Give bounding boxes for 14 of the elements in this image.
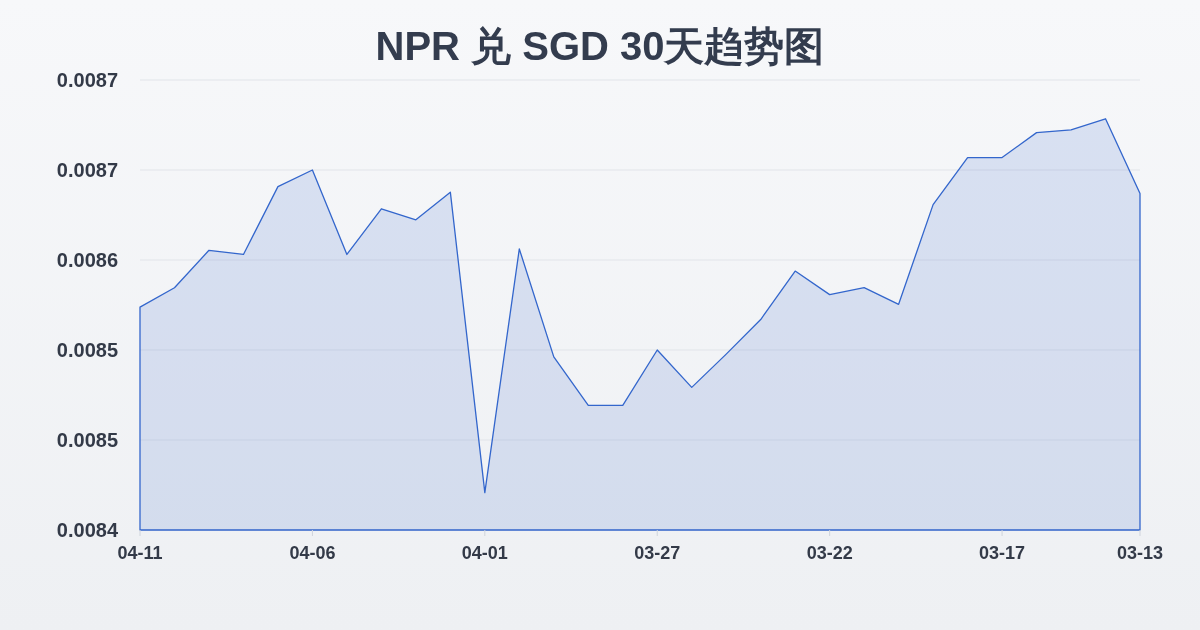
y-tick-label: 0.0085	[56, 339, 118, 361]
y-tick-label: 0.0085	[56, 429, 118, 451]
y-tick-label: 0.0084	[56, 519, 119, 541]
x-tick-label: 04-01	[461, 543, 508, 563]
x-tick-label: 03-13	[1116, 543, 1164, 563]
y-tick-label: 0.0087	[56, 69, 118, 91]
x-tick-label: 04-11	[117, 543, 163, 563]
x-tick-label: 03-22	[806, 543, 853, 563]
x-tick-label: 04-06	[289, 543, 336, 563]
x-tick-label: 03-27	[634, 543, 681, 563]
chart-title: NPR 兑 SGD 30天趋势图	[375, 24, 825, 68]
y-tick-label: 0.0086	[56, 249, 118, 271]
y-tick-label: 0.0087	[56, 159, 118, 181]
x-tick-label: 03-17	[979, 543, 1026, 563]
